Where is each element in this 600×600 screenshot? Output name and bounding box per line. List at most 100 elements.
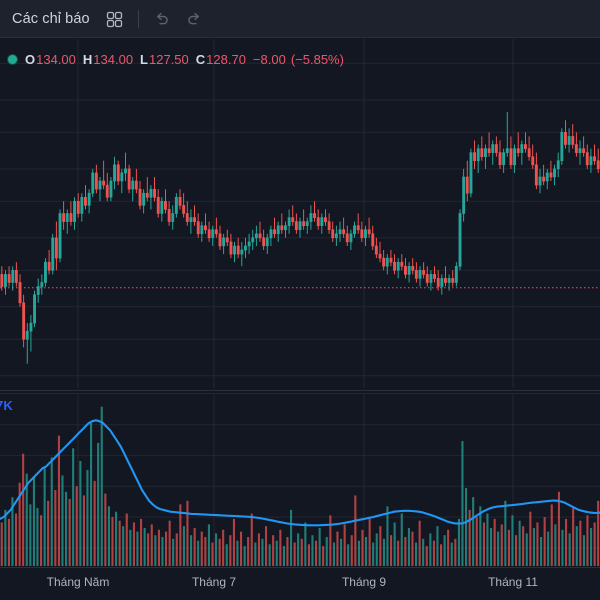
series-color-dot <box>8 54 17 64</box>
pane-separator[interactable] <box>0 390 600 391</box>
volume-bar <box>179 504 182 566</box>
volume-bar <box>365 537 368 566</box>
candle-body <box>84 197 87 206</box>
candle-body <box>400 261 404 267</box>
candle-body <box>553 168 557 178</box>
volume-bar <box>375 533 378 566</box>
candle-body <box>229 241 233 255</box>
volume-bar <box>318 528 321 566</box>
volume-pane[interactable] <box>0 394 600 566</box>
volume-bar <box>240 531 243 566</box>
toolbar-divider <box>137 10 139 28</box>
candle-body <box>458 213 462 267</box>
candle-body <box>0 274 4 287</box>
candle-body <box>200 225 204 235</box>
candle-body <box>527 148 531 157</box>
candle-body <box>433 274 436 279</box>
candle-body <box>313 213 316 218</box>
indicators-button[interactable]: Các chỉ báo <box>12 11 90 27</box>
volume-bar <box>11 497 14 566</box>
x-axis[interactable]: Tháng Năm Tháng 7 Tháng 9 Tháng 11 <box>0 567 600 600</box>
redo-arrow-icon <box>185 10 203 28</box>
volume-bar <box>165 531 168 566</box>
volume-bar <box>443 535 446 566</box>
candle-body <box>440 278 444 287</box>
candle-body <box>393 261 396 271</box>
candle-body <box>193 217 196 223</box>
volume-bar <box>157 529 160 566</box>
volume-bar <box>486 513 489 566</box>
candle-body <box>14 270 18 283</box>
volume-bar <box>586 515 589 566</box>
candle-body <box>65 213 69 222</box>
candle-body <box>371 233 375 247</box>
volume-bar <box>511 515 514 566</box>
volume-bar <box>475 517 478 566</box>
volume-bar <box>22 453 25 566</box>
volume-bar <box>429 533 432 566</box>
candle-body <box>513 148 517 166</box>
candle-body <box>131 180 135 190</box>
volume-bar <box>254 542 257 566</box>
low-value: 127.50 <box>149 51 189 67</box>
volume-bar <box>118 520 121 566</box>
volume-bar <box>79 461 82 566</box>
redo-button[interactable] <box>179 5 209 33</box>
candle-body <box>545 172 549 182</box>
candle-body <box>403 266 407 275</box>
candle-body <box>222 237 226 247</box>
volume-bar <box>115 511 118 566</box>
candle-body <box>389 257 393 263</box>
candle-body <box>58 213 62 259</box>
candle-body <box>204 225 207 231</box>
volume-bar <box>497 531 500 566</box>
candle-body <box>589 156 593 166</box>
volume-bar <box>490 528 493 566</box>
volume-bar <box>536 522 539 566</box>
candle-body <box>465 176 469 194</box>
volume-bar <box>18 482 21 566</box>
candle-body <box>25 330 29 340</box>
volume-bar <box>557 491 560 566</box>
candle-body <box>22 302 26 340</box>
candle-body <box>309 213 313 222</box>
open-label: O <box>25 51 36 67</box>
volume-bar <box>57 435 60 566</box>
candle-body <box>113 164 117 182</box>
high-value: 134.00 <box>93 51 134 67</box>
price-pane[interactable] <box>0 39 600 388</box>
volume-bar <box>582 535 585 566</box>
undo-button[interactable] <box>147 5 177 33</box>
candle-body <box>182 205 186 214</box>
candle-body <box>538 176 542 186</box>
volume-histogram-plot <box>0 394 600 566</box>
candle-body <box>174 197 178 214</box>
volume-bar <box>329 515 332 566</box>
candle-body <box>62 213 66 222</box>
volume-bar <box>147 533 150 566</box>
candle-body <box>7 274 11 283</box>
candle-body <box>287 217 291 227</box>
candle-body <box>593 156 597 162</box>
volume-bar <box>393 522 396 566</box>
layout-button[interactable] <box>100 5 130 33</box>
volume-bar <box>579 520 582 566</box>
candle-body <box>491 144 495 153</box>
candle-body <box>294 221 298 231</box>
volume-bar <box>90 423 93 566</box>
volume-bar <box>515 535 518 566</box>
volume-bar <box>547 531 550 566</box>
candle-body <box>542 176 546 182</box>
chart-toolbar: Các chỉ báo <box>0 0 600 38</box>
close-label: C <box>195 51 206 67</box>
candle-body <box>283 225 287 231</box>
candle-body <box>574 144 578 153</box>
ohlc-legend[interactable]: O 134.00 H 134.00 L 127.50 C 128.70 −8.0… <box>8 48 344 70</box>
volume-bar <box>250 513 253 566</box>
candle-body <box>396 261 400 271</box>
volume-bar <box>472 497 475 566</box>
volume-bar <box>0 522 3 566</box>
change-value: −8.00 <box>252 51 286 67</box>
candle-body <box>334 233 338 239</box>
volume-bar <box>465 488 468 566</box>
